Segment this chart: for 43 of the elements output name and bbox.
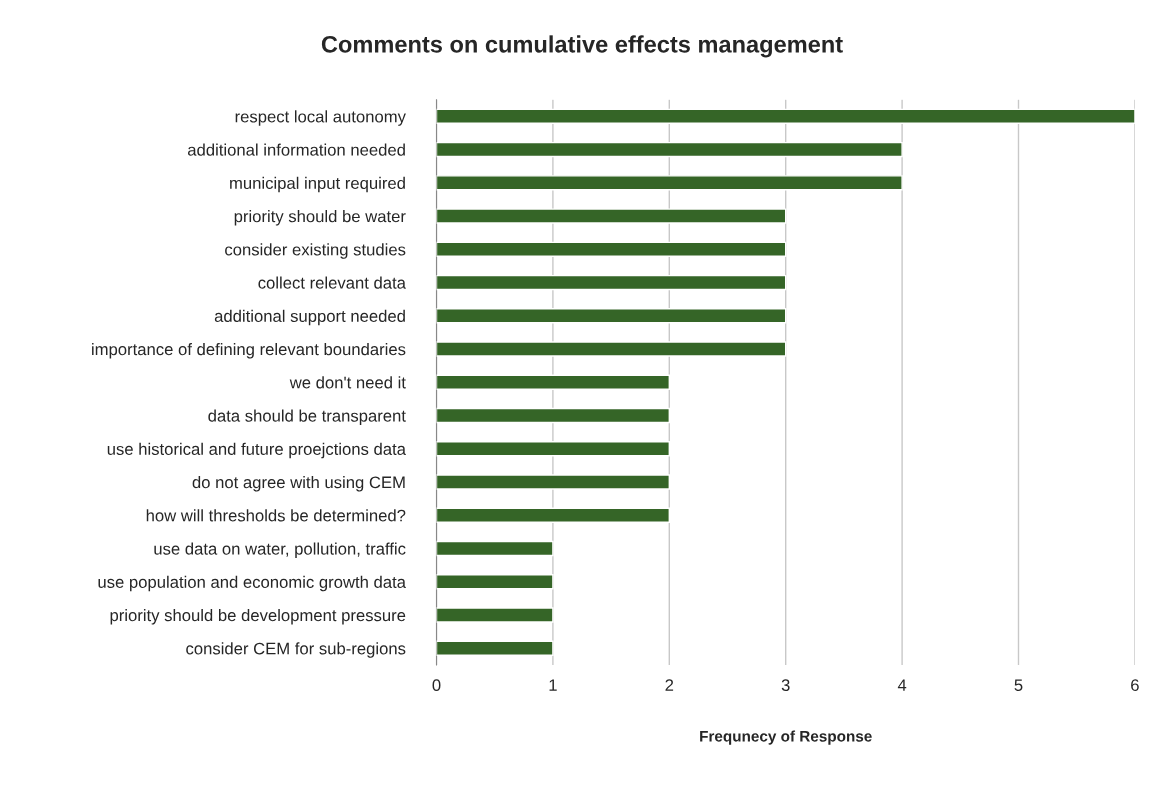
y-tick-label: priority should be development pressure xyxy=(110,608,406,625)
y-tick-label: we don't need it xyxy=(289,376,406,389)
y-tick-label: use population and economic growth data xyxy=(98,575,406,592)
x-tick-label: 6 xyxy=(1131,679,1139,692)
bar xyxy=(436,175,903,191)
y-tick-label: consider CEM for sub-regions xyxy=(186,642,406,658)
y-tick-label: additional support needed xyxy=(214,309,405,326)
bar xyxy=(436,607,554,623)
bar xyxy=(436,574,554,590)
bar xyxy=(436,474,670,490)
x-tick-label: 1 xyxy=(549,679,557,691)
y-tick-label: use data on water, pollution, traffic xyxy=(154,542,406,559)
y-tick-label: additional information needed xyxy=(187,143,405,156)
y-tick-label: priority should be water xyxy=(234,210,406,226)
bar xyxy=(436,407,670,424)
bar xyxy=(436,374,670,390)
chart-title: Comments on cumulative effects management xyxy=(321,35,843,58)
bar xyxy=(436,208,787,224)
y-tick-label: importance of defining relevant boundaries xyxy=(92,343,406,359)
bar xyxy=(436,640,554,656)
y-tick-label: do not agree with using CEM xyxy=(192,476,405,492)
bar xyxy=(436,274,787,291)
bar xyxy=(436,540,554,557)
x-tick-label: 4 xyxy=(897,679,907,691)
y-tick-label: how will thresholds be determined? xyxy=(146,509,406,522)
x-tick-label: 2 xyxy=(665,679,674,691)
bar xyxy=(436,308,787,324)
bar xyxy=(436,108,1135,124)
x-axis-title: Frequnecy of Response xyxy=(700,730,872,745)
x-tick-label: 5 xyxy=(1014,679,1023,692)
bar xyxy=(436,441,670,457)
bar xyxy=(436,341,787,357)
bar xyxy=(436,241,787,257)
y-tick-label: data should be transparent xyxy=(208,409,406,426)
y-tick-label: use historical and future proejctions data xyxy=(107,442,406,459)
x-tick-label: 3 xyxy=(781,679,790,692)
y-tick-label: municipal input required xyxy=(230,176,405,193)
y-tick-label: consider existing studies xyxy=(225,243,406,259)
y-tick-label: respect local autonomy xyxy=(235,110,406,126)
bar xyxy=(436,507,670,523)
y-tick-label: collect relevant data xyxy=(258,276,406,289)
x-tick-label: 0 xyxy=(432,679,441,692)
bar xyxy=(436,141,903,158)
